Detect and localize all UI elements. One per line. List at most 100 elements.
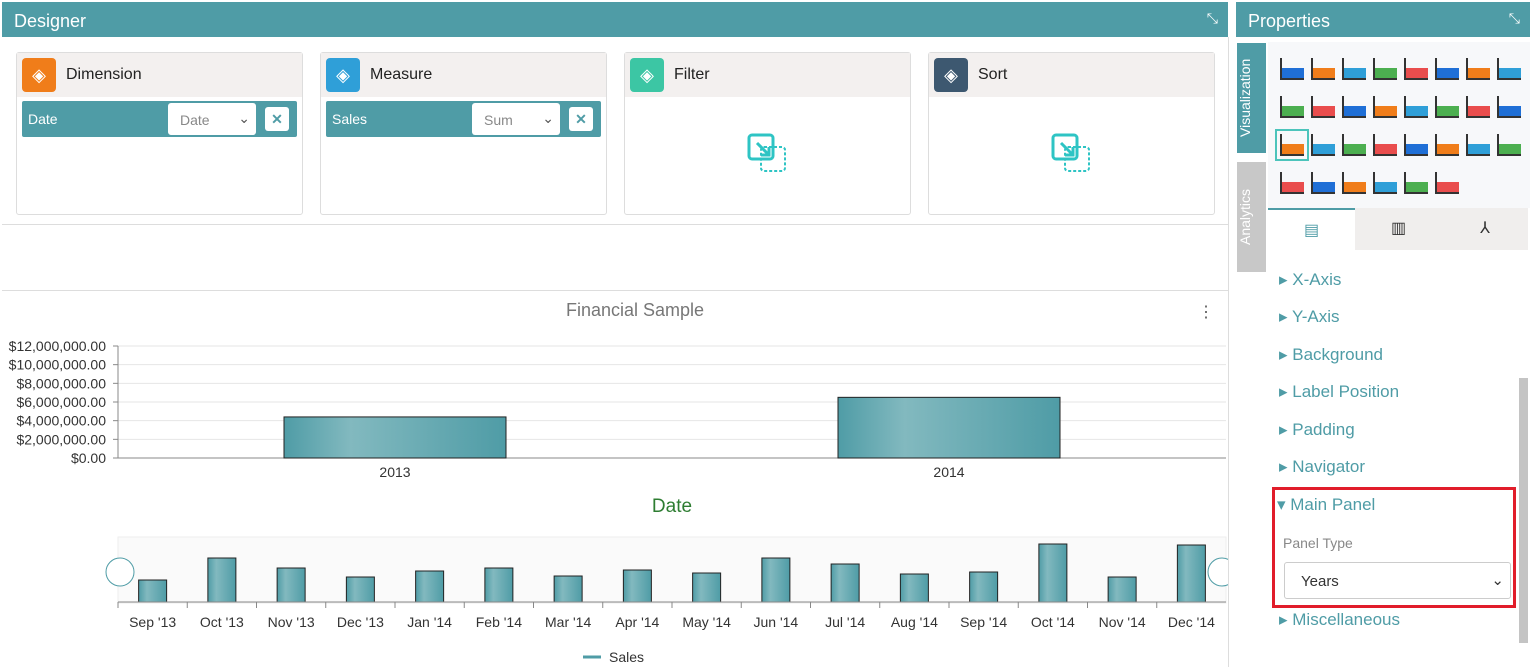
chart-type-icon[interactable] [1373, 58, 1397, 80]
chart-type-icon[interactable] [1373, 134, 1397, 156]
chart-type-icon[interactable] [1404, 96, 1428, 118]
navigator-bar [345, 576, 375, 603]
chart-type-icon[interactable] [1342, 172, 1366, 194]
chart-type-icon[interactable] [1497, 96, 1521, 118]
designer-title: Designer [14, 11, 87, 31]
remove-field-button[interactable]: ✕ [569, 107, 593, 131]
legend-label: Sales [609, 649, 644, 665]
navigator-label: Jan '14 [407, 614, 452, 630]
bar-2013 [283, 416, 507, 459]
chart-type-icon[interactable] [1466, 58, 1490, 80]
aggregation-select[interactable]: Sum ⌄ [472, 103, 560, 135]
properties-header: Properties ⤡ [1236, 2, 1530, 37]
chart: $0.00 $2,000,000.00 $4,000,000.00 $6,000,00… [9, 338, 1228, 665]
navigator-label: Nov '13 [268, 614, 315, 630]
navigator-label: Apr '14 [615, 614, 659, 630]
remove-field-button[interactable]: ✕ [265, 107, 289, 131]
x-tick-label: 2013 [379, 464, 410, 480]
section-miscellaneous[interactable]: Miscellaneous [1279, 610, 1400, 630]
navigator-label: Dec '13 [337, 614, 384, 630]
navigator-bar [622, 569, 652, 603]
drop-field-icon [1051, 133, 1090, 172]
section-y-axis[interactable]: Y-Axis [1279, 307, 1340, 327]
navigator-handle[interactable] [105, 557, 135, 587]
minimize-icon[interactable]: ⤡ [1206, 10, 1218, 26]
panel-type-label: Panel Type [1283, 535, 1353, 551]
y-tick-label: $6,000,000.00 [16, 394, 106, 410]
x-axis-title: Date [652, 496, 692, 517]
chevron-down-icon: ⌄ [1491, 572, 1504, 589]
chart-type-icon[interactable] [1311, 134, 1335, 156]
field-name: Sales [332, 111, 368, 127]
tab-visualization[interactable]: Visualization [1237, 43, 1266, 153]
chart-type-icon[interactable] [1435, 134, 1459, 156]
chart-title: Financial Sample [565, 300, 705, 320]
chart-menu-icon[interactable]: ⋮ [1198, 304, 1214, 321]
chart-type-icon[interactable] [1435, 172, 1459, 194]
section-main-panel[interactable]: Main Panel [1277, 495, 1375, 515]
section-label-position[interactable]: Label Position [1279, 382, 1399, 402]
card-title: Measure [370, 66, 433, 83]
y-tick-label: $10,000,000.00 [9, 357, 107, 373]
box-icon: ◈ [326, 58, 360, 92]
chart-type-icon[interactable] [1275, 129, 1309, 161]
chart-type-icon[interactable] [1497, 58, 1521, 80]
chart-type-icon[interactable] [1435, 58, 1459, 80]
chart-type-icon[interactable] [1342, 134, 1366, 156]
panel-type-select[interactable]: Years ⌄ [1284, 562, 1511, 599]
properties-tab-axis[interactable]: ⅄ [1442, 208, 1528, 250]
section-navigator[interactable]: Navigator [1279, 457, 1365, 477]
chart-type-icon[interactable] [1404, 172, 1428, 194]
card-measure: ◈ Measure Sales Sum ⌄ ✕ [320, 52, 607, 215]
navigator-label: Jul '14 [825, 614, 865, 630]
chart-type-icon[interactable] [1311, 58, 1335, 80]
navigator-bar [276, 567, 306, 603]
chart-type-icon[interactable] [1404, 58, 1428, 80]
section-background[interactable]: Background [1279, 345, 1383, 365]
navigator-bar [553, 575, 583, 603]
chart-type-icon[interactable] [1280, 58, 1304, 80]
properties-tab-table[interactable]: ▥ [1355, 208, 1442, 250]
chart-type-icon[interactable] [1466, 96, 1490, 118]
field-pill[interactable]: Sales Sum ⌄ ✕ [326, 101, 601, 137]
navigator-bar [1038, 543, 1068, 603]
navigator-handle[interactable] [1207, 557, 1228, 587]
x-tick-label: 2014 [933, 464, 964, 480]
chart-type-icon[interactable] [1435, 96, 1459, 118]
chart-type-gallery [1268, 42, 1530, 208]
navigator-bar [415, 570, 445, 603]
field-pill[interactable]: Date Date ⌄ ✕ [22, 101, 297, 137]
tab-analytics[interactable]: Analytics [1237, 162, 1266, 272]
chart-type-icon[interactable] [1280, 172, 1304, 194]
chart-type-icon[interactable] [1311, 96, 1335, 118]
navigator-label: Feb '14 [476, 614, 522, 630]
section-x-axis[interactable]: X-Axis [1279, 270, 1341, 290]
select-value: Date [180, 112, 210, 128]
navigator-label: Mar '14 [545, 614, 591, 630]
chart-type-icon[interactable] [1497, 134, 1521, 156]
chart-type-icon[interactable] [1373, 172, 1397, 194]
chart-type-icon[interactable] [1342, 58, 1366, 80]
navigator-label: Sep '13 [129, 614, 176, 630]
navigator-label: Nov '14 [1099, 614, 1146, 630]
chart-type-icon[interactable] [1373, 96, 1397, 118]
chart-type-icon[interactable] [1311, 172, 1335, 194]
navigator-label: Oct '14 [1031, 614, 1075, 630]
chart-type-icon[interactable] [1404, 134, 1428, 156]
select-value: Sum [484, 112, 513, 128]
y-tick-label: $4,000,000.00 [16, 413, 106, 429]
chart-type-icon[interactable] [1280, 96, 1304, 118]
card-header: ◈ Dimension [17, 53, 302, 97]
minimize-icon[interactable]: ⤡ [1508, 10, 1520, 26]
card-title: Filter [674, 66, 710, 83]
chart-type-icon[interactable] [1342, 96, 1366, 118]
navigator-label: May '14 [682, 614, 731, 630]
chart-type-icon[interactable] [1466, 134, 1490, 156]
navigator-bar [761, 557, 791, 603]
card-header: ◈ Sort [929, 53, 1214, 97]
section-padding[interactable]: Padding [1279, 420, 1354, 440]
aggregation-select[interactable]: Date ⌄ [168, 103, 256, 135]
properties-tab-general[interactable]: ▤ [1268, 208, 1355, 250]
card-dimension: ◈ Dimension Date Date ⌄ ✕ [16, 52, 303, 215]
properties-scrollbar[interactable] [1519, 378, 1528, 643]
